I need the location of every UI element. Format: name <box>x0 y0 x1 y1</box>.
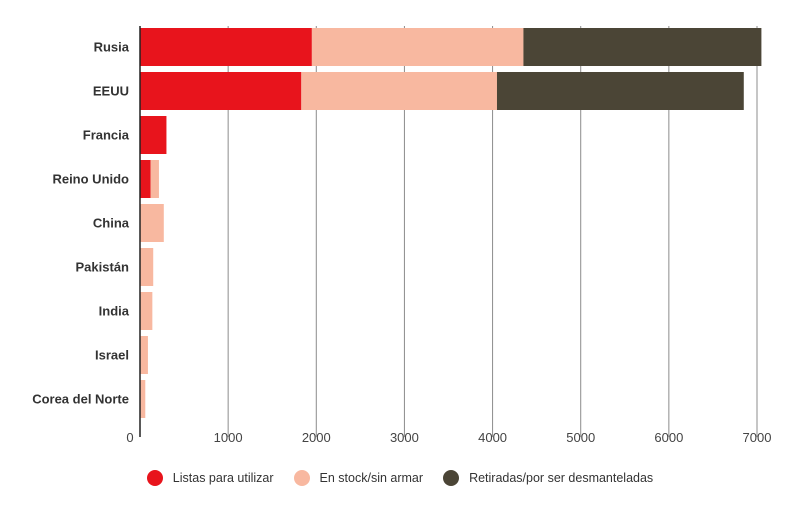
x-tick-label: 1000 <box>214 430 243 445</box>
stacked-bar-chart: Rusia EEUU Francia Reino Unido China Pakistán… <box>32 26 771 445</box>
bar-segment <box>140 28 312 66</box>
legend-label: En stock/sin armar <box>319 471 424 485</box>
bar-segment <box>140 292 153 330</box>
bar-segment <box>140 380 146 418</box>
bar-segment <box>140 336 148 374</box>
legend-swatch <box>443 470 460 486</box>
category-label: China <box>93 216 130 231</box>
category-label: Rusia <box>94 40 130 55</box>
legend: Listas para utilizar En stock/sin armar Re… <box>0 466 800 490</box>
legend-label: Retiradas/por ser desmanteladas <box>469 471 654 485</box>
category-label: Israel <box>95 348 129 363</box>
x-tick-label: 0 <box>126 430 133 445</box>
legend-item: Retiradas/por ser desmanteladas <box>443 470 653 486</box>
x-tick-label: 2000 <box>302 430 331 445</box>
bar-segment <box>140 248 154 286</box>
x-tick-label: 7000 <box>743 430 772 445</box>
bar-segment <box>150 160 159 198</box>
bar-segment <box>301 72 497 110</box>
legend-label: Listas para utilizar <box>172 471 274 485</box>
legend-item: En stock/sin armar <box>293 470 424 486</box>
bar-segment <box>140 160 151 198</box>
legend-item: Listas para utilizar <box>146 470 274 486</box>
legend-swatch <box>146 470 163 486</box>
category-labels: Rusia EEUU Francia Reino Unido China Pakistán… <box>32 40 130 407</box>
x-tick-label: 3000 <box>390 430 419 445</box>
x-tick-label: 4000 <box>478 430 507 445</box>
bar-segment <box>311 28 524 66</box>
bar-segment <box>140 72 302 110</box>
category-label: India <box>99 304 130 319</box>
x-tick-label: 6000 <box>654 430 683 445</box>
legend-swatch <box>293 470 310 486</box>
category-label: Reino Unido <box>52 172 129 187</box>
x-tick-labels: 0 1000 2000 3000 4000 5000 6000 7000 <box>126 430 771 445</box>
bars <box>140 28 762 418</box>
category-label: EEUU <box>93 84 129 99</box>
bar-segment <box>140 116 167 154</box>
bar-segment <box>496 72 744 110</box>
category-label: Pakistán <box>76 260 130 275</box>
x-tick-label: 5000 <box>566 430 595 445</box>
category-label: Corea del Norte <box>32 392 129 407</box>
category-label: Francia <box>83 128 130 143</box>
bar-segment <box>523 28 762 66</box>
bar-segment <box>140 204 164 242</box>
